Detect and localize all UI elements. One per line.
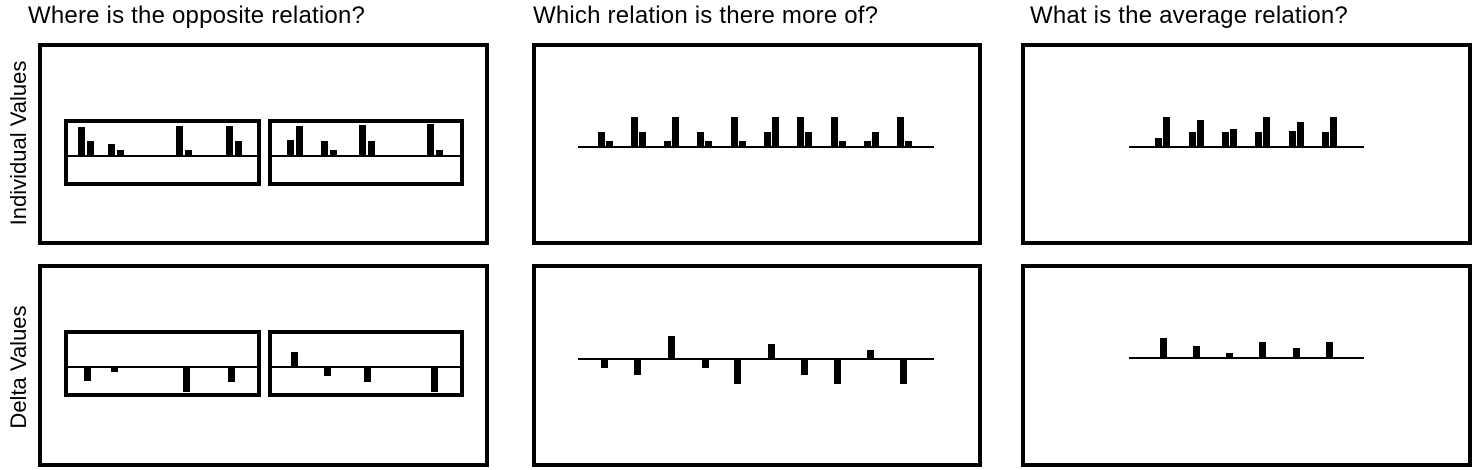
bar <box>117 150 124 155</box>
bar <box>108 144 115 155</box>
bar <box>631 117 638 146</box>
baseline <box>68 155 257 157</box>
bar <box>639 132 646 146</box>
bar <box>1226 353 1233 358</box>
bar <box>1289 131 1296 146</box>
bar <box>897 117 904 146</box>
bar <box>601 359 608 368</box>
col-title-more: Which relation is there more of? <box>533 2 879 29</box>
bar <box>634 359 641 375</box>
bar <box>872 132 879 146</box>
bar <box>330 150 337 155</box>
bar <box>287 140 294 155</box>
bar <box>228 367 235 382</box>
bar <box>1330 117 1337 146</box>
bar <box>1222 132 1229 146</box>
bar <box>734 359 741 384</box>
bar <box>839 141 846 146</box>
bar <box>1155 138 1162 146</box>
bar <box>702 359 709 368</box>
bar <box>1160 338 1167 358</box>
bar <box>731 117 738 146</box>
bar <box>905 141 912 146</box>
bar <box>291 352 298 367</box>
bar <box>900 359 907 384</box>
bar <box>364 367 371 382</box>
bar <box>801 359 808 375</box>
bar <box>1263 117 1270 146</box>
sub-box <box>64 330 261 397</box>
bar <box>78 127 85 155</box>
bar <box>805 132 812 146</box>
bar <box>598 132 605 146</box>
bar <box>697 132 704 146</box>
bar <box>1322 132 1329 146</box>
bar <box>705 141 712 146</box>
baseline <box>1129 357 1364 359</box>
sub-box <box>64 119 261 186</box>
bar <box>183 367 190 392</box>
col-title-average: What is the average relation? <box>1030 2 1348 29</box>
bar <box>768 344 775 359</box>
bar <box>1189 132 1196 146</box>
bar <box>185 150 192 155</box>
bar <box>739 141 746 146</box>
col-title-opposite: Where is the opposite relation? <box>28 2 366 29</box>
bar <box>436 150 443 155</box>
bar <box>1326 342 1333 358</box>
bar <box>296 126 303 155</box>
bar <box>668 336 675 359</box>
sub-box <box>268 330 464 397</box>
bar <box>664 141 671 146</box>
bar <box>672 117 679 146</box>
bar <box>368 141 375 155</box>
bar <box>87 141 94 155</box>
baseline <box>272 155 460 157</box>
bar <box>1197 120 1204 146</box>
bar <box>797 117 804 146</box>
baseline <box>68 366 257 368</box>
bar <box>606 141 613 146</box>
bar <box>1259 342 1266 358</box>
bar <box>1293 348 1300 358</box>
bar <box>431 367 438 392</box>
panel-average-individual <box>1021 43 1472 245</box>
bar <box>864 141 871 146</box>
bar <box>176 126 183 155</box>
bar <box>111 367 118 372</box>
bar <box>772 117 779 146</box>
row-label-delta: Delta Values <box>6 305 31 429</box>
panel-opposite-delta <box>38 264 489 467</box>
panel-more-delta <box>532 264 982 467</box>
bar <box>226 126 233 155</box>
bar <box>1297 122 1304 146</box>
bar <box>834 359 841 384</box>
bar <box>359 125 366 155</box>
bar <box>831 117 838 146</box>
panel-average-delta <box>1021 264 1472 467</box>
bar <box>235 141 242 155</box>
bar <box>1163 117 1170 146</box>
bar <box>427 124 434 155</box>
bar <box>321 141 328 155</box>
row-label-individual: Individual Values <box>6 60 31 226</box>
bar <box>84 367 91 381</box>
bar <box>1230 129 1237 146</box>
bar <box>867 350 874 359</box>
baseline <box>1129 146 1364 148</box>
bar <box>324 367 331 376</box>
bar <box>764 132 771 146</box>
sub-box <box>268 119 464 186</box>
baseline <box>578 146 934 148</box>
baseline <box>578 358 934 360</box>
bar <box>1193 346 1200 358</box>
bar <box>1255 132 1262 146</box>
